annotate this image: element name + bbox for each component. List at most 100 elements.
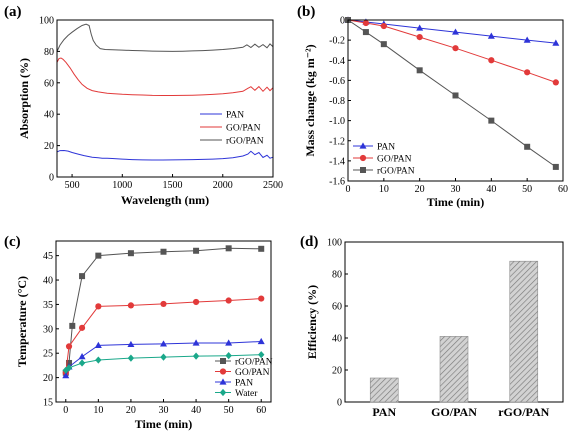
x-axis-label: Time (min) [427,195,484,209]
y-tick-label: -1.2 [329,136,345,147]
data-point-water [225,352,232,360]
data-point-water [258,351,265,359]
panel-d-efficiency-chart: 0 20 40 60 80 100 PAN GO/PAN rGO/PAN Efficiency (… [300,234,564,419]
x-tick-label: 2000 [213,180,233,191]
legend-label-pan: PAN [377,143,395,153]
data-point-rgo-pan [524,143,531,150]
x-tick-label: 20 [415,184,425,195]
x-tick-label: 30 [451,184,461,195]
y-tick-label: -1.6 [329,177,345,188]
y-tick-label: 45 [43,251,53,262]
data-point-pan [257,337,265,345]
data-point-rgo-pan [79,273,86,280]
x-tick-label: 60 [558,184,568,195]
x-tick-label: 50 [522,184,532,195]
data-point-pan [78,353,86,360]
x-tick-label: 30 [159,405,169,416]
panel-label: (c) [4,234,21,250]
panel-label: (a) [4,4,22,20]
y-tick-label: 35 [43,300,53,311]
panel-b-mass-change-chart: 0 10 20 30 40 50 60 0 -0.2 -0.4 -0.6 -0.8 -1.0 -1.2 -1… [297,4,568,209]
data-point-rgo-pan [95,252,102,259]
bar-pan [369,377,399,403]
x-category-label-go-pan: GO/PAN [431,405,477,419]
y-tick-label: 0 [340,16,345,27]
legend-marker-rgo-pan [220,358,226,364]
data-point-go-pan [552,79,559,86]
y-tick-label: 0 [337,398,342,409]
data-point-pan [452,28,459,35]
bar-rgo-pan [509,260,539,403]
panel-label: (b) [297,4,315,20]
data-point-rgo-pan [416,67,423,74]
data-point-rgo-pan [69,322,76,329]
x-tick-label: 40 [191,405,201,416]
x-tick-label: 500 [65,180,80,191]
data-point-go-pan [380,22,387,30]
data-point-go-pan [65,343,73,350]
y-tick-label: 100 [39,16,54,27]
bar-go-pan [439,336,469,403]
legend-label-go-pan: GO/PAN [235,368,270,378]
data-point-go-pan [160,300,167,308]
data-point-pan [160,340,167,347]
x-axis-label: Time (min) [135,417,192,431]
legend-label-water: Water [235,389,258,399]
data-point-pan [127,340,135,348]
y-axis-label: Mass change (kg m⁻²) [303,44,317,156]
data-point-go-pan [488,57,495,64]
data-point-pan [225,339,233,346]
data-point-pan [552,39,560,46]
x-tick-label: 40 [486,184,496,195]
legend-label-rgo-pan: rGO/PAN [377,167,415,177]
y-axis-label: Efficiency (%) [305,285,319,359]
data-point-go-pan [192,298,200,306]
data-point-pan [487,32,495,39]
x-tick-label: 2500 [263,180,283,191]
x-tick-label: 60 [256,405,266,416]
data-point-water [95,356,102,364]
y-tick-label: 0 [49,173,54,184]
x-tick-label: 0 [63,405,68,416]
legend-marker-rgo-pan [360,167,366,173]
series-line-pan [56,149,274,161]
x-tick-label: 10 [93,405,103,416]
y-tick-label: 40 [332,334,342,345]
data-point-pan [416,24,424,31]
x-category-label-rgo-pan: rGO/PAN [498,405,549,419]
x-tick-label: 50 [224,405,234,416]
data-point-go-pan [127,302,135,309]
data-point-water [78,359,86,367]
x-tick-label: 1500 [163,180,183,191]
legend-label-go-pan: GO/PAN [377,155,412,165]
data-point-go-pan [524,69,531,76]
y-tick-label: 30 [43,324,53,335]
data-point-go-pan [452,45,459,52]
legend-label-rgo-pan: rGO/PAN [235,358,273,368]
data-point-pan [62,372,70,379]
data-point-water [192,352,200,360]
legend-marker-pan [219,378,227,385]
y-tick-label: 60 [44,78,54,89]
y-tick-label: 100 [327,238,342,249]
data-point-rgo-pan [127,250,134,257]
data-point-water [127,354,135,362]
data-point-go-pan [95,303,102,310]
y-tick-label: 40 [44,110,54,121]
data-point-go-pan [258,295,265,302]
data-point-pan [523,36,531,43]
data-point-pan [192,339,200,346]
x-tick-label: 10 [379,184,389,195]
legend-label-go-pan: GO/PAN [226,124,261,134]
data-point-water [62,366,69,374]
data-point-water [160,353,167,361]
data-point-rgo-pan [258,245,265,252]
y-tick-label: 20 [332,366,342,377]
panel-label: (d) [300,234,318,250]
y-tick-label: -0.8 [329,96,345,107]
legend-marker-pan [359,142,367,149]
data-point-pan [94,341,102,349]
series-line-go-pan [56,57,274,96]
y-tick-label: 25 [43,349,53,360]
